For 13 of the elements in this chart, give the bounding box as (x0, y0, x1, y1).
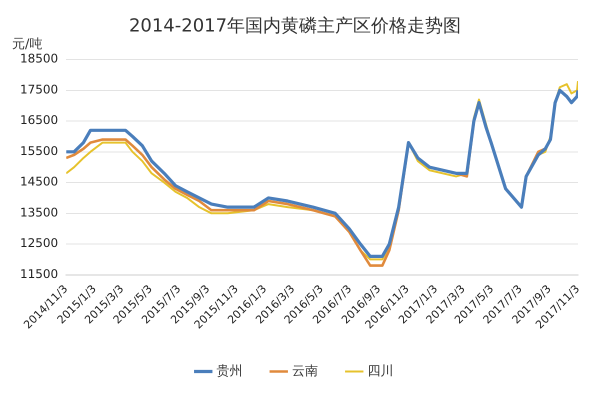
y-tick-label: 16500 (20, 113, 58, 128)
y-axis-title: 元/吨 (12, 36, 42, 52)
y-tick-label: 14500 (20, 174, 58, 189)
legend-label: 云南 (292, 364, 318, 379)
y-tick-label: 18500 (20, 52, 58, 66)
y-tick-label: 11500 (20, 266, 58, 281)
legend-label: 四川 (367, 364, 394, 379)
chart-title: 2014-2017年国内黄磷主产区价格走势图 (128, 15, 462, 36)
y-tick-label: 17500 (20, 82, 58, 96)
legend-label: 贵州 (216, 364, 242, 379)
y-tick-label: 12500 (20, 236, 58, 250)
y-tick-label: 15500 (20, 144, 58, 158)
y-tick-label: 13500 (20, 205, 58, 220)
